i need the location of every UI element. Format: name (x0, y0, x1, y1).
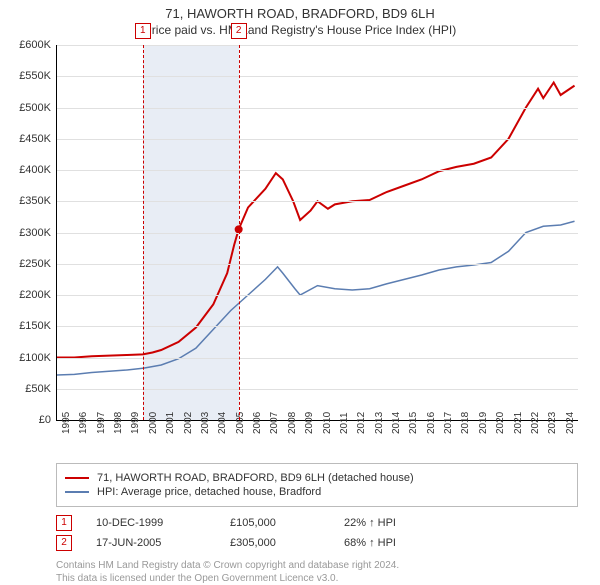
sale-marker-icon: 1 (135, 23, 151, 39)
x-axis-label: 2009 (304, 412, 315, 434)
footer: Contains HM Land Registry data © Crown c… (56, 559, 578, 585)
x-axis-label: 2021 (513, 412, 524, 434)
x-axis-label: 2015 (408, 412, 419, 434)
x-axis-label: 2013 (374, 412, 385, 434)
sale-note: 68% ↑ HPI (344, 537, 396, 549)
legend-swatch (65, 491, 89, 493)
title-sub: Price paid vs. HM Land Registry's House … (0, 23, 600, 37)
x-axis-label: 2011 (339, 412, 350, 434)
x-axis-label: 2006 (252, 412, 263, 434)
footer-line: Contains HM Land Registry data © Crown c… (56, 559, 578, 572)
title-address: 71, HAWORTH ROAD, BRADFORD, BD9 6LH (0, 6, 600, 21)
y-axis-label: £100K (19, 352, 51, 364)
sale-vline (239, 45, 240, 420)
x-axis-label: 2004 (217, 412, 228, 434)
y-axis-label: £200K (19, 289, 51, 301)
chart-area: £0£50K£100K£150K£200K£250K£300K£350K£400… (56, 45, 578, 421)
sale-date: 17-JUN-2005 (96, 537, 206, 549)
x-axis-label: 1995 (61, 412, 72, 434)
x-axis-label: 1998 (113, 412, 124, 434)
x-axis-label: 2014 (391, 412, 402, 434)
x-axis-label: 2023 (547, 412, 558, 434)
x-axis-label: 2010 (322, 412, 333, 434)
y-axis-label: £550K (19, 70, 51, 82)
legend-row: 71, HAWORTH ROAD, BRADFORD, BD9 6LH (det… (65, 472, 569, 484)
sale-marker-icon: 2 (56, 535, 72, 551)
page: 71, HAWORTH ROAD, BRADFORD, BD9 6LH Pric… (0, 0, 600, 560)
x-axis-label: 2019 (478, 412, 489, 434)
series-line (57, 221, 575, 375)
x-axis-label: 2024 (565, 412, 576, 434)
legend-row: HPI: Average price, detached house, Brad… (65, 486, 569, 498)
y-axis-label: £600K (19, 39, 51, 51)
y-axis-label: £500K (19, 102, 51, 114)
x-axis-label: 2020 (495, 412, 506, 434)
x-axis-label: 2005 (235, 412, 246, 434)
x-axis-label: 2018 (460, 412, 471, 434)
sale-row: 1 10-DEC-1999 £105,000 22% ↑ HPI (56, 515, 578, 531)
y-axis-label: £300K (19, 227, 51, 239)
footer-line: This data is licensed under the Open Gov… (56, 572, 578, 585)
legend-label: HPI: Average price, detached house, Brad… (97, 486, 321, 498)
x-axis-label: 2000 (148, 412, 159, 434)
x-axis-label: 2017 (443, 412, 454, 434)
sale-price: £105,000 (230, 517, 320, 529)
x-axis-label: 2003 (200, 412, 211, 434)
sale-note: 22% ↑ HPI (344, 517, 396, 529)
y-axis-label: £50K (25, 383, 51, 395)
x-axis-label: 1996 (78, 412, 89, 434)
y-axis-label: £250K (19, 258, 51, 270)
sales-list: 1 10-DEC-1999 £105,000 22% ↑ HPI 2 17-JU… (56, 515, 578, 551)
legend: 71, HAWORTH ROAD, BRADFORD, BD9 6LH (det… (56, 463, 578, 507)
x-axis-label: 2016 (426, 412, 437, 434)
sale-price: £305,000 (230, 537, 320, 549)
x-axis-label: 2001 (165, 412, 176, 434)
sale-date: 10-DEC-1999 (96, 517, 206, 529)
x-axis-label: 2022 (530, 412, 541, 434)
y-axis-label: £450K (19, 133, 51, 145)
x-axis-label: 2008 (287, 412, 298, 434)
y-axis-label: £400K (19, 164, 51, 176)
titles: 71, HAWORTH ROAD, BRADFORD, BD9 6LH Pric… (0, 0, 600, 37)
sale-row: 2 17-JUN-2005 £305,000 68% ↑ HPI (56, 535, 578, 551)
sale-marker-icon: 1 (56, 515, 72, 531)
legend-label: 71, HAWORTH ROAD, BRADFORD, BD9 6LH (det… (97, 472, 414, 484)
y-axis-label: £0 (39, 414, 51, 426)
x-axis-label: 1999 (130, 412, 141, 434)
x-axis-label: 2012 (356, 412, 367, 434)
x-axis-label: 2002 (183, 412, 194, 434)
sale-marker-icon: 2 (231, 23, 247, 39)
sale-vline (143, 45, 144, 420)
y-axis-label: £150K (19, 320, 51, 332)
legend-swatch (65, 477, 89, 479)
series-line (57, 83, 575, 358)
x-axis-label: 1997 (96, 412, 107, 434)
y-axis-label: £350K (19, 195, 51, 207)
x-axis-label: 2007 (269, 412, 280, 434)
